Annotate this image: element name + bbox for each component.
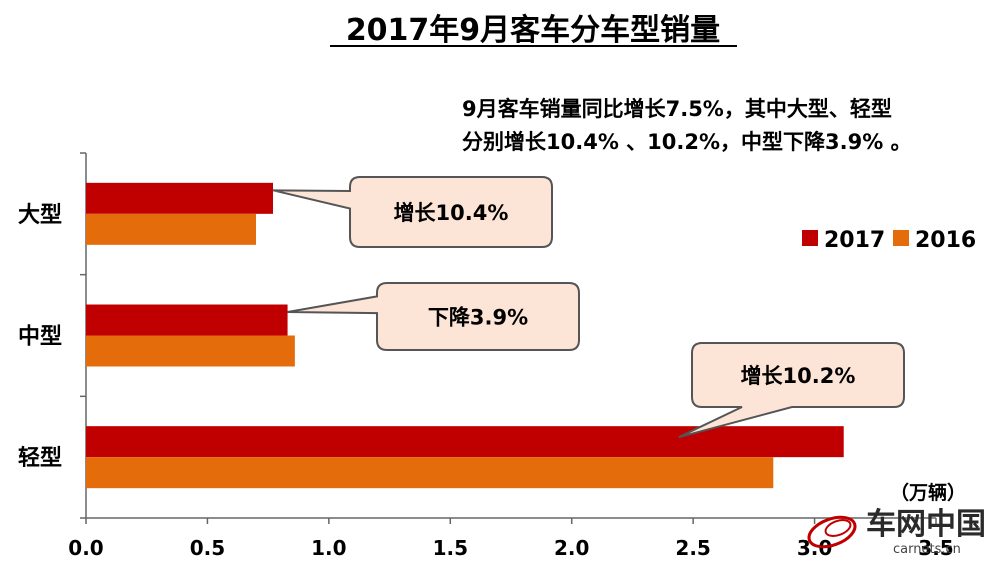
annotation-line-2: 分别增长10.4% 、10.2%，中型下降3.9% 。 [462, 130, 912, 154]
bar-2017-1 [86, 304, 288, 336]
legend: 2017 2016 [802, 228, 976, 253]
x-tick-label: 3.5 [918, 536, 953, 560]
category-label: 中型 [18, 325, 62, 350]
watermark-logo-icon [807, 515, 857, 549]
callout-text: 下降3.9% [428, 306, 528, 330]
callout-box [678, 342, 905, 439]
callout-box [287, 282, 580, 351]
legend-label-2017: 2017 [824, 228, 885, 253]
callout-text: 增长10.4% [394, 201, 509, 225]
callout-box [272, 176, 553, 248]
legend-swatch-2016 [893, 230, 909, 246]
callout-text: 增长10.2% [741, 364, 856, 388]
watermark-url: carnets.cn [893, 542, 961, 557]
x-tick-label: 2.0 [554, 536, 589, 560]
x-tick-label: 1.5 [433, 536, 468, 560]
legend-label-2016: 2016 [915, 228, 976, 253]
chart-title: 2017年9月客车分车型销量 [346, 13, 720, 48]
x-tick-labels: 0.0 0.5 1.0 1.5 2.0 2.5 3.0 3.5 [68, 536, 953, 560]
category-label: 大型 [18, 203, 62, 228]
legend-swatch-2017 [802, 230, 818, 246]
bar-2016-1 [86, 335, 295, 367]
x-tick-label: 2.5 [675, 536, 710, 560]
unit-label: （万辆） [890, 481, 966, 504]
bar-2017-0 [86, 182, 273, 214]
bar-2016-0 [86, 213, 256, 245]
watermark-brand: 车网中国 [866, 507, 986, 542]
x-tick-label: 0.5 [190, 536, 225, 560]
bar-2016-2 [86, 457, 774, 489]
watermark: 车网中国 carnets.cn [807, 507, 986, 557]
callouts: 增长10.4% 下降3.9% 增长10.2% [272, 176, 905, 439]
x-tick-label: 0.0 [68, 536, 103, 560]
category-label: 轻型 [18, 445, 62, 471]
bar-2017-2 [86, 426, 844, 458]
x-tick-label: 1.0 [311, 536, 346, 560]
annotation-line-1: 9月客车销量同比增长7.5%，其中大型、轻型 [462, 97, 892, 121]
bars [86, 182, 844, 489]
